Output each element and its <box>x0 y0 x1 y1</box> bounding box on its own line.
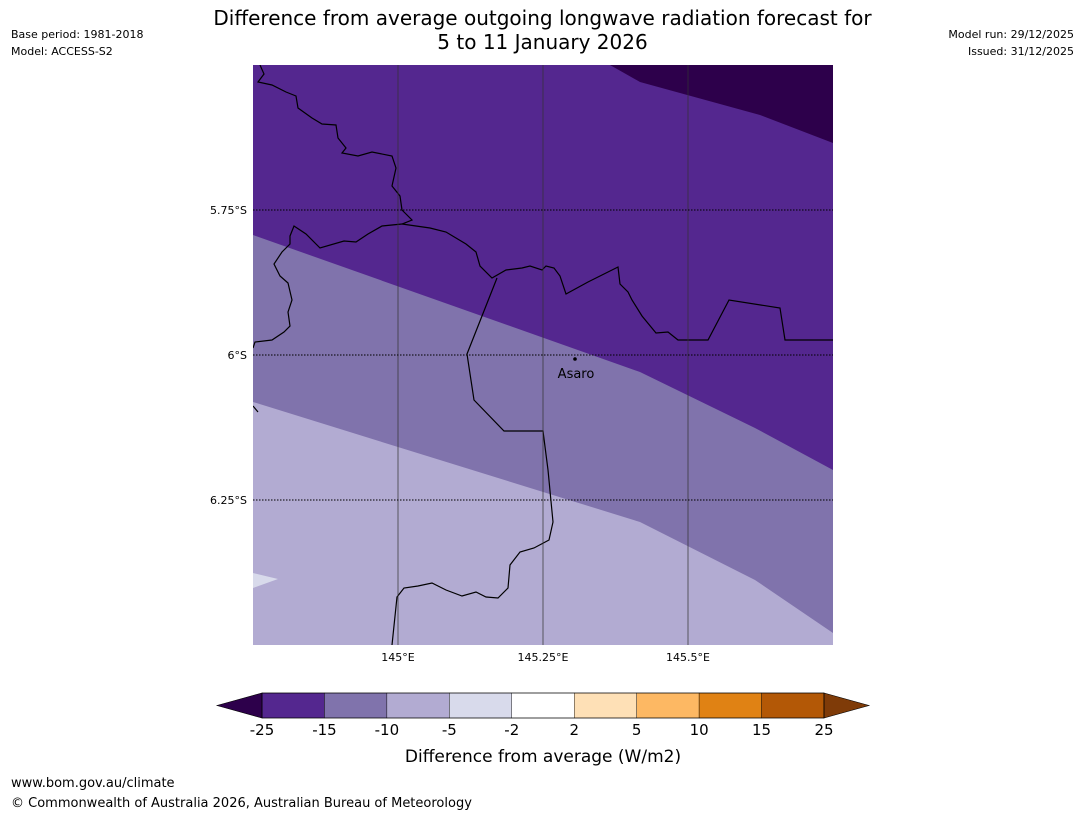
colorbar-tick-label: -5 <box>442 721 457 739</box>
footer: www.bom.gov.au/climate © Commonwealth of… <box>11 774 472 814</box>
colorbar: -25 -15 -10 -5 -2 2 5 10 15 25 Difference from av… <box>215 692 871 767</box>
colorbar-segment <box>324 692 388 719</box>
lat-label-6S: 6°S <box>228 349 247 362</box>
colorbar-segment <box>636 692 700 719</box>
colorbar-tick-label: 10 <box>690 721 709 739</box>
lon-label-145E: 145°E <box>381 651 414 664</box>
colorbar-segment <box>761 692 825 719</box>
colorbar-tick-label: 2 <box>569 721 579 739</box>
colorbar-tick-label: -2 <box>504 721 519 739</box>
footer-url: www.bom.gov.au/climate <box>11 776 175 791</box>
colorbar-segment <box>511 692 575 719</box>
colorbar-segments <box>261 692 825 719</box>
colorbar-over-arrow <box>823 692 871 719</box>
province-border-south <box>391 277 554 645</box>
latitude-labels: 5.75°S 6°S 6.25°S <box>210 204 247 507</box>
lat-label-6-25S: 6.25°S <box>210 494 247 507</box>
lon-label-145-5E: 145.5°E <box>666 651 710 664</box>
colorbar-ticks: -25 -15 -10 -5 -2 2 5 10 15 25 <box>250 721 834 739</box>
graticule-parallels <box>253 209 833 501</box>
asaro-label: Asaro <box>558 367 595 382</box>
longitude-labels: 145°E 145.25°E 145.5°E <box>381 651 710 664</box>
title-line-2: 5 to 11 January 2026 <box>437 30 648 54</box>
colorbar-tick-label: 25 <box>814 721 833 739</box>
meta-right: Model run: 29/12/2025 Issued: 31/12/2025 <box>948 26 1074 60</box>
colorbar-segment <box>449 692 512 719</box>
band-below-minus-25 <box>610 65 833 143</box>
colorbar-title: Difference from average (W/m2) <box>405 747 681 767</box>
colorbar-under-arrow <box>215 692 263 719</box>
colorbar-outline <box>261 692 825 719</box>
colorbar-tick-label: -15 <box>312 721 337 739</box>
colorbar-segment <box>574 692 637 719</box>
base-period-text: Base period: 1981-2018 <box>11 28 144 41</box>
colorbar-tick-label: 5 <box>632 721 642 739</box>
asaro-marker <box>573 357 577 361</box>
colorbar-segment <box>698 692 762 719</box>
forecast-anomaly-field: Asaro <box>253 65 833 645</box>
colorbar-tick-label: -10 <box>375 721 400 739</box>
title-line-1: Difference from average outgoing longwav… <box>213 6 872 30</box>
model-text: Model: ACCESS-S2 <box>11 45 113 58</box>
province-border-north <box>253 65 414 349</box>
band-minus-5-to-minus-2 <box>253 573 278 588</box>
footer-copyright: © Commonwealth of Australia 2026, Austra… <box>11 796 472 811</box>
colorbar-segment <box>386 692 450 719</box>
colorbar-segment <box>261 692 325 719</box>
colorbar-tick-label: 15 <box>752 721 771 739</box>
issued-text: Issued: 31/12/2025 <box>967 45 1074 58</box>
model-run-text: Model run: 29/12/2025 <box>948 28 1074 41</box>
map-title: Difference from average outgoing longwav… <box>0 6 1085 54</box>
lat-label-5-75S: 5.75°S <box>210 204 247 217</box>
lon-label-145-25E: 145.25°E <box>518 651 569 664</box>
meta-left: Base period: 1981-2018 Model: ACCESS-S2 <box>11 26 143 60</box>
province-border-west-tick <box>253 405 259 413</box>
colorbar-tick-label: -25 <box>250 721 275 739</box>
